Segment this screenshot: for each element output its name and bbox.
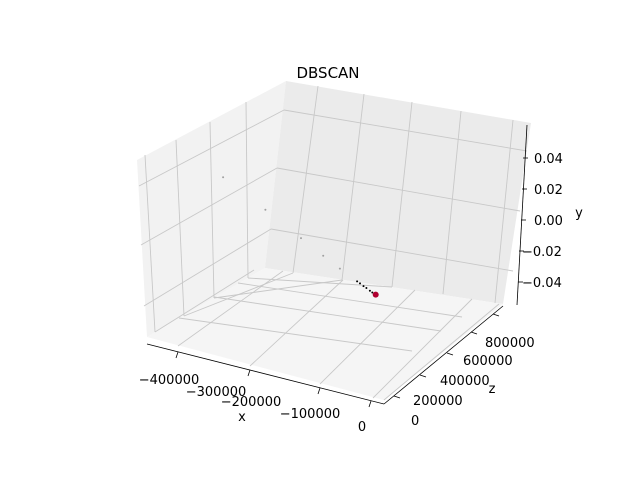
grid-line <box>143 228 272 307</box>
z-tick <box>393 395 401 399</box>
z-tick-label: 200000 <box>413 394 463 409</box>
x-tick-label: −200000 <box>221 395 282 410</box>
grid-line <box>209 121 215 299</box>
z-tick <box>492 313 500 317</box>
z-tick <box>446 352 454 356</box>
z-tick-label: 400000 <box>440 374 490 389</box>
grid-line <box>140 167 278 246</box>
y-tick-label: 0.02 <box>534 183 563 198</box>
grid-line <box>494 119 514 304</box>
grid-line <box>237 282 463 318</box>
data-point <box>359 282 361 285</box>
x-tick-label: −400000 <box>139 373 200 388</box>
grid-line <box>178 317 413 352</box>
z-axis-label: z <box>489 382 496 397</box>
chart-title: DBSCAN <box>296 64 359 82</box>
y-tick-label: −0.02 <box>522 245 562 260</box>
z-tick-label: 0 <box>411 414 419 429</box>
x-tick <box>317 387 321 395</box>
z-tick-label: 800000 <box>485 336 535 351</box>
grid-line <box>245 101 249 279</box>
grid-line <box>138 109 285 187</box>
grid-line <box>442 110 462 295</box>
data-points <box>222 176 379 298</box>
data-point <box>368 289 371 292</box>
x-tick-label: 0 <box>358 420 366 435</box>
x-tick-label: −100000 <box>280 407 341 422</box>
grid-line <box>292 85 319 274</box>
grid-line <box>249 279 344 367</box>
pane-back <box>265 81 531 304</box>
data-point <box>365 287 368 289</box>
data-point <box>264 208 267 211</box>
pane-edges <box>146 124 528 405</box>
x-tick <box>175 351 179 359</box>
y-tick-label: 0.00 <box>534 214 563 229</box>
data-point <box>371 291 374 294</box>
y-axis-label: y <box>575 206 583 221</box>
z-tick-labels: 0 200000 400000 600000 800000 <box>411 336 535 429</box>
x-tick <box>247 369 251 377</box>
grid-line <box>276 167 521 212</box>
z-tick <box>470 331 478 335</box>
grid-line <box>175 139 185 317</box>
data-point <box>222 176 225 179</box>
grid-line <box>319 289 416 385</box>
x-axis-line <box>146 343 385 405</box>
grid-line <box>283 109 528 152</box>
data-point <box>300 237 302 240</box>
data-point <box>322 254 325 257</box>
z-axis-line <box>383 305 504 405</box>
grid-line <box>341 93 365 281</box>
grid-line <box>144 154 156 333</box>
x-tick <box>368 400 372 408</box>
grid-line <box>391 101 413 288</box>
y-tick-labels: 0.04 0.02 0.00 −0.02 −0.04 <box>522 152 563 291</box>
grid-line <box>177 270 284 347</box>
data-point <box>356 280 359 283</box>
x-tick-labels: −400000 −300000 −200000 −100000 0 <box>139 373 366 435</box>
data-point <box>362 285 365 288</box>
y-tick-label: 0.04 <box>534 152 563 167</box>
grid-lines <box>138 85 528 401</box>
grid-line <box>154 269 255 333</box>
grid-line <box>270 228 514 272</box>
z-tick <box>419 374 427 378</box>
y-axis-line <box>516 124 528 306</box>
x-tick-label: −300000 <box>186 385 247 400</box>
x-axis-label: x <box>238 410 246 425</box>
grid-line <box>383 303 500 401</box>
data-point <box>372 291 379 298</box>
grid-line <box>247 277 393 288</box>
grid-line <box>213 296 442 332</box>
tick-marks <box>175 157 528 408</box>
pane-floor <box>147 268 503 400</box>
z-tick-label: 600000 <box>463 354 513 369</box>
y-tick-label: −0.04 <box>522 276 562 291</box>
data-point <box>338 267 341 270</box>
grid-line <box>372 298 473 399</box>
